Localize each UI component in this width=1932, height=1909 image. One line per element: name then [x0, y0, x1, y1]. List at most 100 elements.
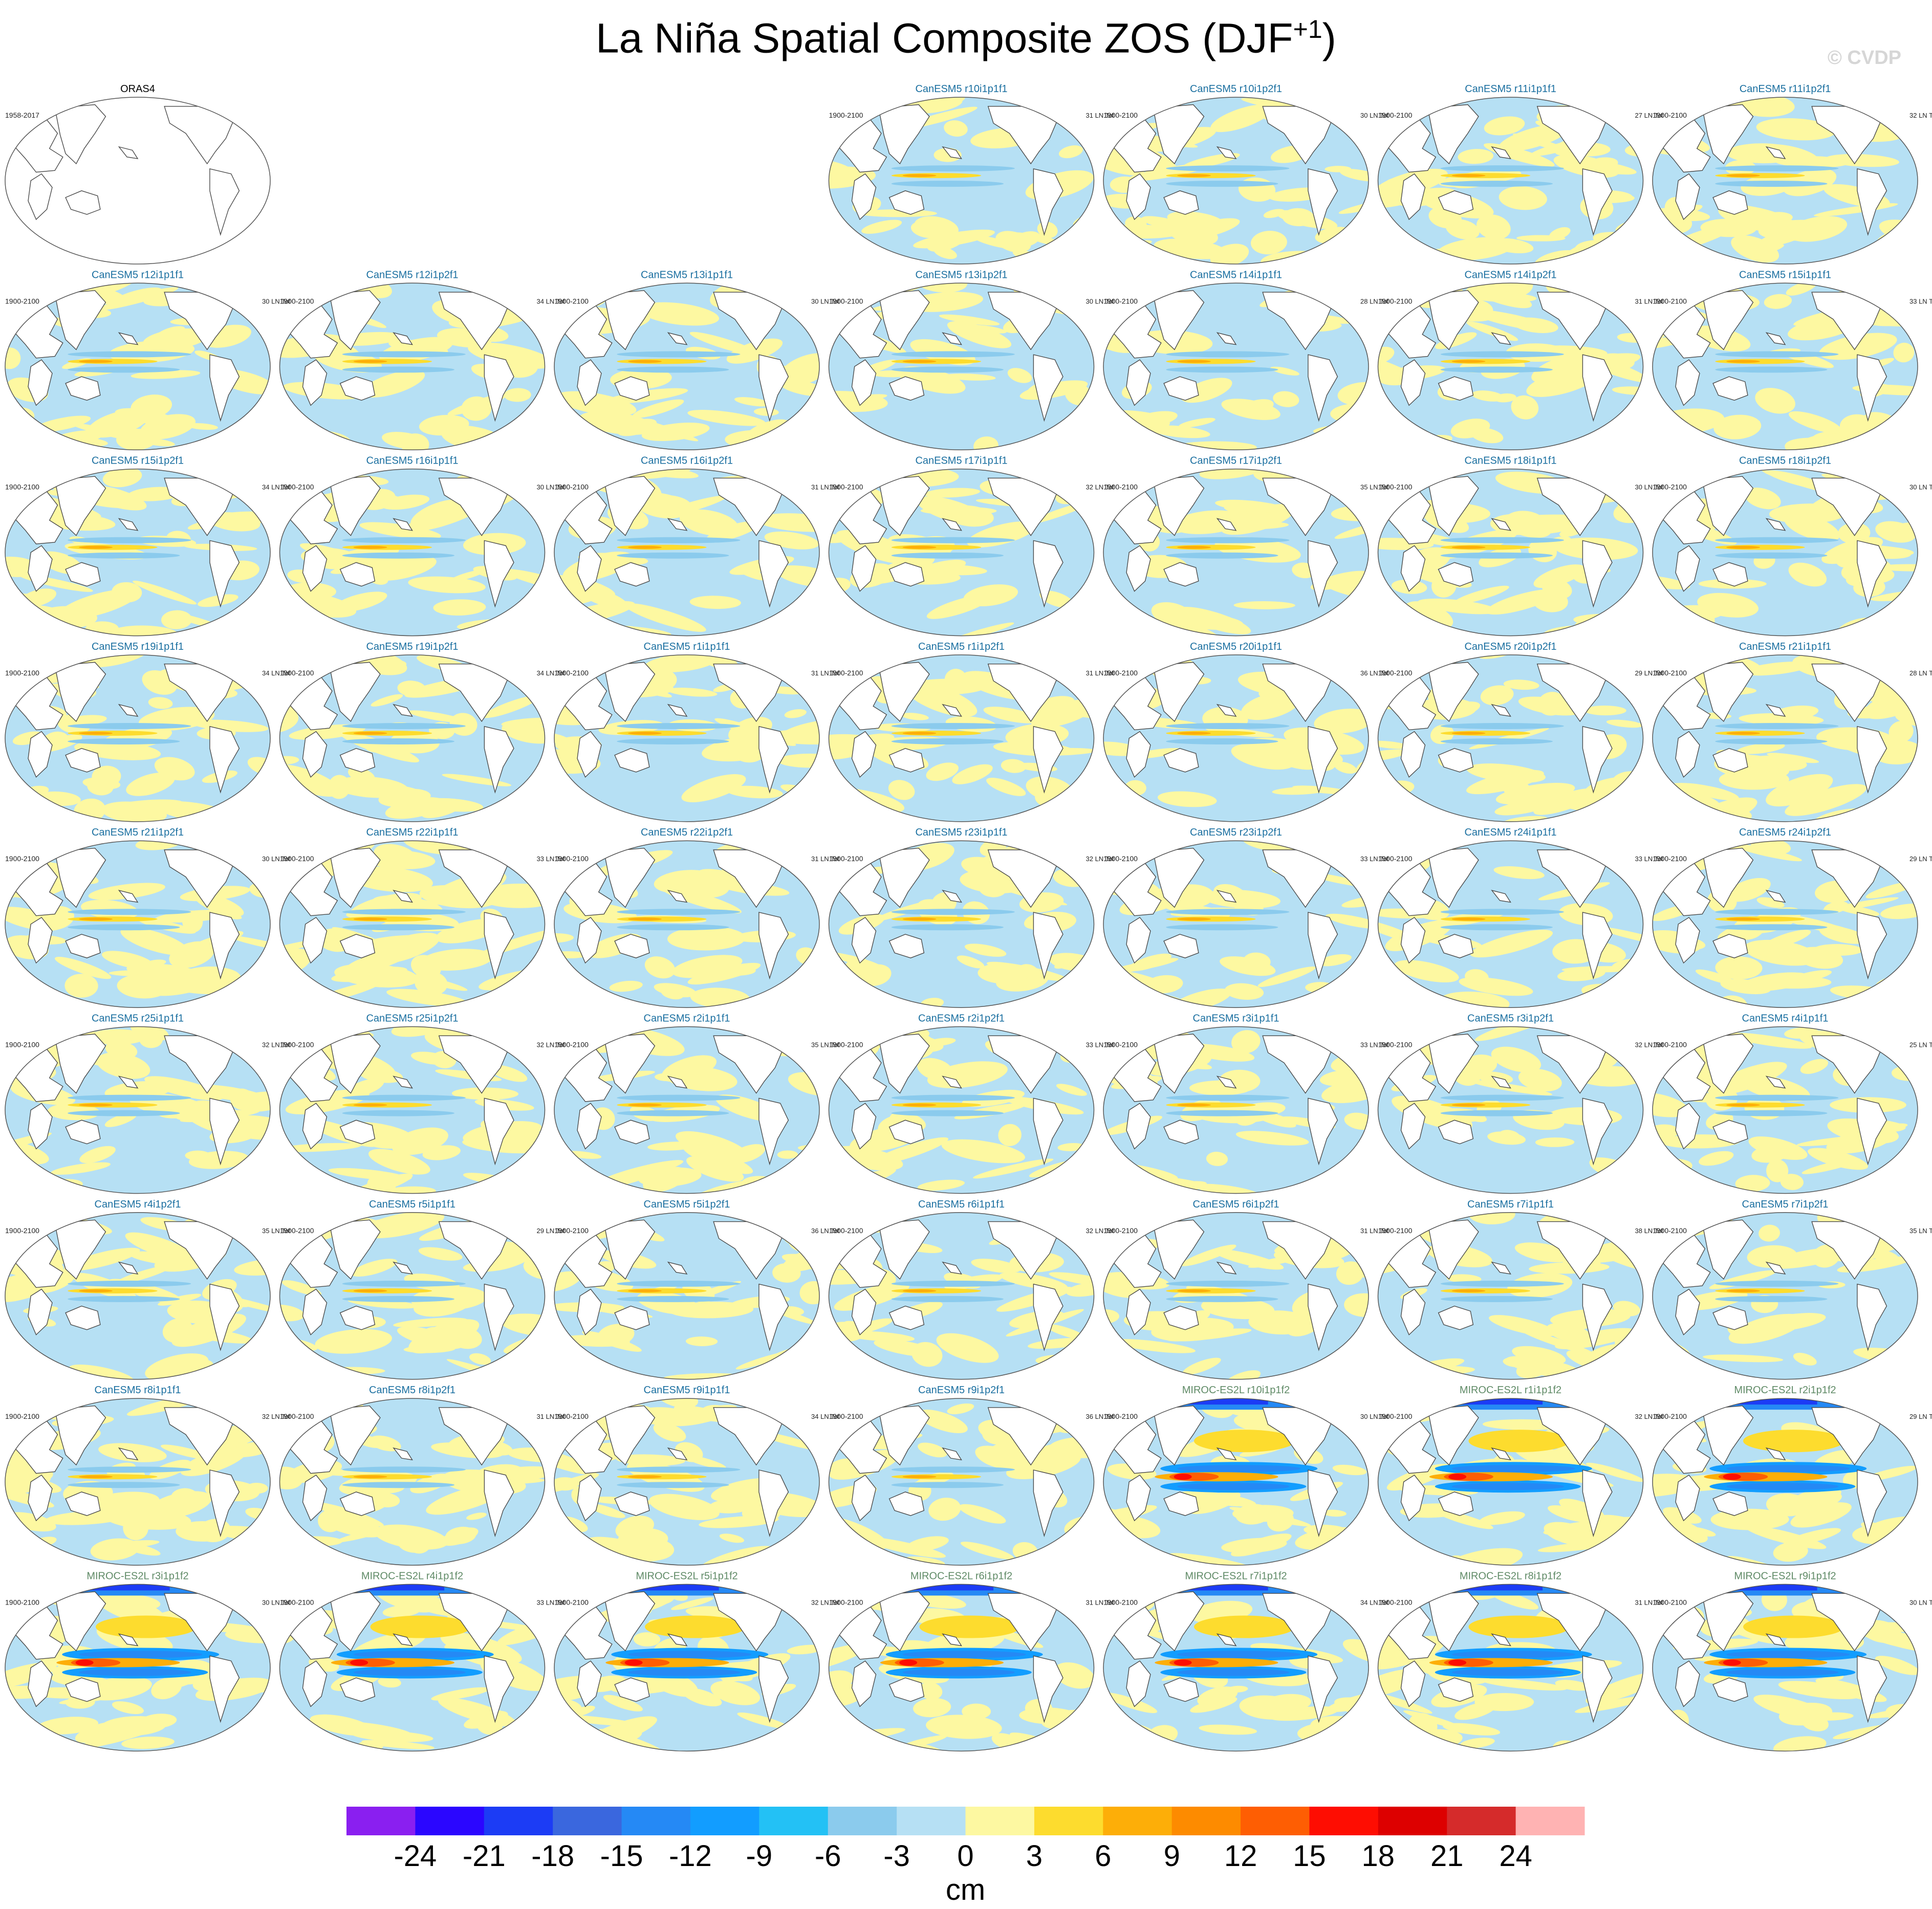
map-border	[1103, 1026, 1369, 1194]
land-mask	[835, 1405, 1085, 1538]
map-field	[829, 97, 1094, 264]
map-panel: CanESM5 r4i1p1f1 1900-2100 25 LN Tot	[1652, 1013, 1932, 1194]
map-field	[279, 1584, 545, 1751]
panel-event-count: 28 LN Tot	[1360, 297, 1389, 305]
map-border	[1103, 840, 1369, 1008]
map-panel: CanESM5 r2i1p2f1 1900-2100 33 LN Tot	[828, 1013, 1114, 1194]
panel-title: MIROC-ES2L r8i1p1f2	[1460, 1570, 1561, 1582]
map-border	[279, 282, 546, 451]
colorbar-swatch	[759, 1807, 829, 1835]
map-border	[1377, 1584, 1644, 1752]
panel-years: 1900-2100	[5, 1412, 39, 1420]
panel-years: 1900-2100	[554, 1412, 589, 1420]
panel-event-count: 30 LN Tot	[1360, 112, 1389, 119]
panel-event-count: 32 LN Tot	[537, 1041, 566, 1049]
map-panel: CanESM5 r10i1p1f1 1900-2100 31 LN Tot	[828, 83, 1114, 265]
panel-title: ORAS4	[120, 83, 155, 95]
map-panel: CanESM5 r22i1p1f1 1900-2100 33 LN Tot	[279, 827, 565, 1008]
map-panel: CanESM5 r9i1p1f1 1900-2100 34 LN Tot	[554, 1385, 840, 1566]
map-border	[5, 1398, 271, 1566]
panel-title: CanESM5 r25i1p1f1	[92, 1013, 184, 1024]
panel-years: 1900-2100	[1103, 1412, 1138, 1420]
panel-years: 1900-2100	[5, 854, 39, 863]
map-panel: CanESM5 r6i1p1f1 1900-2100 32 LN Tot	[828, 1199, 1114, 1380]
panel-title: CanESM5 r1i1p2f1	[918, 641, 1005, 652]
map-panel: CanESM5 r3i1p2f1 1900-2100 32 LN Tot	[1377, 1013, 1663, 1194]
land-mask	[560, 290, 811, 422]
colorbar-swatch	[484, 1807, 553, 1835]
panel-title: CanESM5 r22i1p1f1	[366, 827, 458, 838]
map-field	[554, 654, 819, 822]
panel-event-count: 30 LN Tot	[262, 855, 291, 863]
panel-years: 1900-2100	[1378, 854, 1413, 863]
land-mask	[1659, 662, 1909, 794]
panel-years: 1900-2100	[1653, 1226, 1687, 1235]
map-border	[554, 1584, 820, 1752]
map-border	[828, 282, 1095, 451]
panel-title: CanESM5 r21i1p1f1	[1739, 641, 1831, 652]
map-panel: CanESM5 r4i1p2f1 1900-2100 35 LN Tot	[5, 1199, 291, 1380]
map-border	[828, 1398, 1095, 1566]
figure-title-text: La Niña Spatial Composite ZOS (DJF	[596, 15, 1293, 62]
colorbar-tick-label: -6	[815, 1839, 841, 1873]
panel-years: 1900-2100	[829, 297, 863, 305]
panel-years: 1900-2100	[280, 297, 314, 305]
panel-title: CanESM5 r10i1p2f1	[1190, 83, 1282, 95]
map-panel: CanESM5 r2i1p1f1 1900-2100 35 LN Tot	[554, 1013, 840, 1194]
map-border	[554, 468, 820, 637]
map-panel: MIROC-ES2L r1i1p1f2 1900-2100 32 LN Tot	[1377, 1385, 1663, 1566]
panel-event-count: 32 LN Tot	[262, 1041, 291, 1049]
panel-years: 1900-2100	[1653, 854, 1687, 863]
panel-title: CanESM5 r25i1p2f1	[366, 1013, 458, 1024]
panel-event-count: 25 LN Tot	[1909, 1041, 1932, 1049]
map-border	[554, 282, 820, 451]
panel-event-count: 30 LN Tot	[1360, 1413, 1389, 1420]
map-panel-grid: ORAS4 1958-2017 CanESM5 r10i1p1f1 1900-2100…	[5, 83, 1932, 1752]
colorbar-tick-label: 21	[1430, 1839, 1464, 1873]
panel-title: CanESM5 r18i1p2f1	[1739, 455, 1831, 467]
panel-event-count: 34 LN Tot	[1360, 1598, 1389, 1606]
figure-title-superscript: +1	[1293, 15, 1322, 43]
panel-title: MIROC-ES2L r7i1p1f2	[1185, 1570, 1287, 1582]
land-mask	[1659, 847, 1909, 980]
panel-title: CanESM5 r8i1p2f1	[369, 1385, 455, 1396]
panel-years: 1900-2100	[1378, 111, 1413, 119]
map-panel: CanESM5 r13i1p2f1 1900-2100 30 LN Tot	[828, 269, 1114, 451]
map-border	[1377, 1026, 1644, 1194]
map-field	[5, 654, 270, 822]
map-border	[828, 97, 1095, 265]
panel-title: CanESM5 r3i1p2f1	[1467, 1013, 1554, 1024]
panel-event-count: 32 LN Tot	[811, 1598, 840, 1606]
map-panel: CanESM5 r1i1p2f1 1900-2100 31 LN Tot	[828, 641, 1114, 822]
panel-years: 1900-2100	[829, 1041, 863, 1049]
panel-title: CanESM5 r11i1p1f1	[1465, 83, 1556, 95]
colorbar-swatch	[1103, 1807, 1173, 1835]
map-border	[1377, 654, 1644, 822]
panel-event-count: 29 LN Tot	[1909, 1413, 1932, 1420]
map-panel: CanESM5 r11i1p2f1 1900-2100 32 LN Tot	[1652, 83, 1932, 265]
map-border	[1652, 468, 1918, 637]
map-border	[279, 468, 546, 637]
panel-years: 1900-2100	[1378, 1226, 1413, 1235]
land-mask	[286, 847, 536, 980]
map-panel: ORAS4 1958-2017	[5, 83, 271, 265]
map-panel: CanESM5 r13i1p1f1 1900-2100 30 LN Tot	[554, 269, 840, 451]
panel-years: 1900-2100	[280, 483, 314, 491]
map-panel: CanESM5 r23i1p2f1 1900-2100 33 LN Tot	[1103, 827, 1389, 1008]
panel-event-count: 31 LN Tot	[537, 1413, 566, 1420]
colorbar-tick-label: 6	[1095, 1839, 1111, 1873]
panel-event-count: 31 LN Tot	[811, 484, 840, 491]
map-field	[5, 1584, 270, 1751]
copyright-watermark: © CVDP	[1827, 47, 1901, 69]
colorbar-tick-label: 0	[957, 1839, 973, 1873]
panel-event-count: 31 LN Tot	[1086, 1598, 1115, 1606]
panel-event-count: 29 LN Tot	[1635, 669, 1664, 677]
map-panel: MIROC-ES2L r9i1p1f2 1900-2100 30 LN Tot	[1652, 1570, 1932, 1752]
map-panel: CanESM5 r17i1p1f1 1900-2100 32 LN Tot	[828, 455, 1114, 637]
panel-title: CanESM5 r5i1p2f1	[644, 1199, 730, 1210]
panel-title: MIROC-ES2L r10i1p1f2	[1182, 1385, 1290, 1396]
panel-title: MIROC-ES2L r4i1p1f2	[361, 1570, 463, 1582]
land-mask	[1384, 662, 1634, 794]
panel-years: 1900-2100	[1103, 1041, 1138, 1049]
panel-title: CanESM5 r3i1p1f1	[1193, 1013, 1279, 1024]
